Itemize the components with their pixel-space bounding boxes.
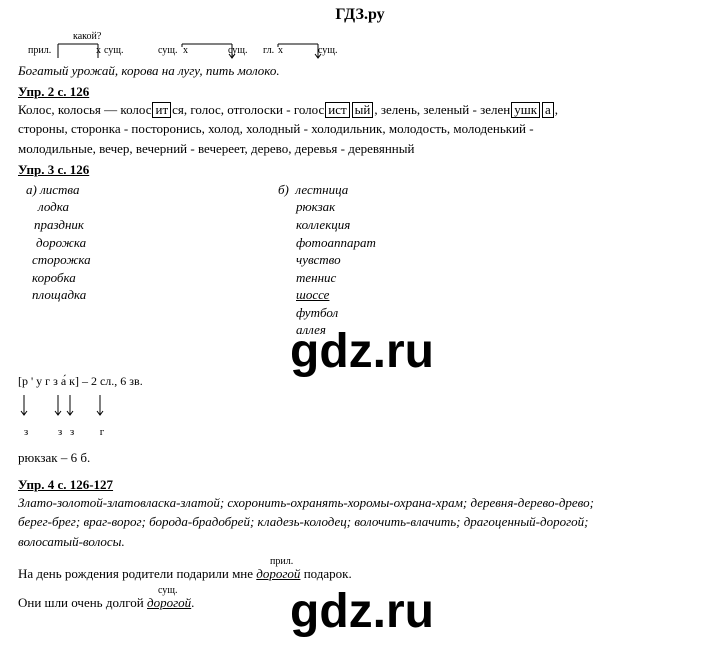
- morpheme-box: ист: [325, 102, 349, 118]
- col-a-label: а): [26, 182, 37, 197]
- label-sush2: сущ.: [158, 44, 178, 58]
- arrows-svg: [18, 393, 138, 421]
- ex4-sentence2: сущ. Они шли очень долгой дорогой.: [18, 594, 702, 612]
- phonetic-arrows: [18, 393, 702, 423]
- annotated-sentence: Богатый урожай, корова на лугу, пить мол…: [18, 62, 702, 80]
- phon-letter: г: [96, 425, 108, 440]
- sent-text: Они шли очень долгой: [18, 595, 147, 610]
- list-item: теннис: [278, 269, 702, 287]
- arrow-3: [276, 42, 326, 62]
- ex2-line3: молодильные, вечер, вечерний - вечереет,…: [18, 140, 702, 158]
- morpheme-box: а: [542, 102, 554, 118]
- list-item: фотоаппарат: [278, 234, 702, 252]
- site-header: ГДЗ.ру: [18, 4, 702, 26]
- list-item: шоссе: [278, 286, 702, 304]
- arrow-2: [180, 42, 240, 62]
- list-item: аллея: [278, 321, 702, 339]
- arrow-1: [56, 42, 106, 62]
- list-item: площадка: [26, 286, 268, 304]
- list-item: сторожка: [26, 251, 268, 269]
- list-item: коллекция: [278, 216, 702, 234]
- label-sush1: сущ.: [104, 44, 124, 58]
- phon-letter: з: [66, 425, 78, 440]
- list-item: рюкзак: [278, 198, 702, 216]
- label-pril: прил.: [28, 44, 51, 58]
- ex4-title: Упр. 4 с. 126-127: [18, 476, 702, 494]
- ex2-line1: Колос, колосья — колосится, голос, отгол…: [18, 101, 702, 119]
- list-item: коробка: [26, 269, 268, 287]
- sent-text: .: [191, 595, 194, 610]
- list-item: лодка: [26, 198, 268, 216]
- label-gl: гл.: [263, 44, 274, 58]
- ex2-title: Упр. 2 с. 126: [18, 83, 702, 101]
- grammar-annotation: какой? прил. х сущ. сущ. х сущ. гл. х су…: [18, 32, 702, 62]
- pos-label-pril: прил.: [270, 555, 293, 569]
- ex2-line2: стороны, сторонка - посторонись, холод, …: [18, 120, 702, 138]
- pos-label-sush: сущ.: [158, 584, 178, 598]
- ex4-line1: Злато-золотой-златовласка-златой; схорон…: [18, 494, 702, 512]
- ex4-line2: берег-брег; враг-ворог; борода-брадобрей…: [18, 513, 702, 531]
- phonetic-summary: рюкзак – 6 б.: [18, 449, 702, 467]
- phon-letter: з: [54, 425, 66, 440]
- ex3-col-b: б) лестница рюкзак коллекция фотоаппарат…: [268, 181, 702, 339]
- ex4-line3: волосатый-волосы.: [18, 533, 702, 551]
- watermark: gdz.ru: [290, 580, 434, 645]
- ex2-text: ся, голос, отголоски - голос: [172, 102, 324, 117]
- list-item: лестница: [295, 182, 348, 197]
- list-item: листва: [40, 182, 79, 197]
- sent-text: На день рождения родители подарили мне: [18, 566, 256, 581]
- ex4-sentence1: прил. На день рождения родители подарили…: [18, 565, 702, 583]
- ex3-col-a: а) листва лодка праздник дорожка сторожк…: [18, 181, 268, 339]
- list-item: футбол: [278, 304, 702, 322]
- transcription: [р ' у г з а́ к] – 2 сл., 6 зв.: [18, 373, 702, 389]
- ex3-columns: а) листва лодка праздник дорожка сторожк…: [18, 181, 702, 339]
- phon-letter: з: [20, 425, 32, 440]
- morpheme-box: ый: [352, 102, 374, 118]
- sent-text: подарок.: [300, 566, 351, 581]
- list-item: дорожка: [26, 234, 268, 252]
- ex3-title: Упр. 3 с. 126: [18, 161, 702, 179]
- morpheme-box: ушк: [511, 102, 540, 118]
- ex2-text: Колос, колосья — колос: [18, 102, 151, 117]
- list-item: праздник: [26, 216, 268, 234]
- phonetic-analysis: [р ' у г з а́ к] – 2 сл., 6 зв. з з з г: [18, 373, 702, 443]
- ex2-text: , зелень, зеленый - зелен: [374, 102, 510, 117]
- morpheme-box: ит: [152, 102, 171, 118]
- col-b-label: б): [278, 182, 289, 197]
- list-item: чувство: [278, 251, 702, 269]
- ex2-text: ,: [555, 102, 558, 117]
